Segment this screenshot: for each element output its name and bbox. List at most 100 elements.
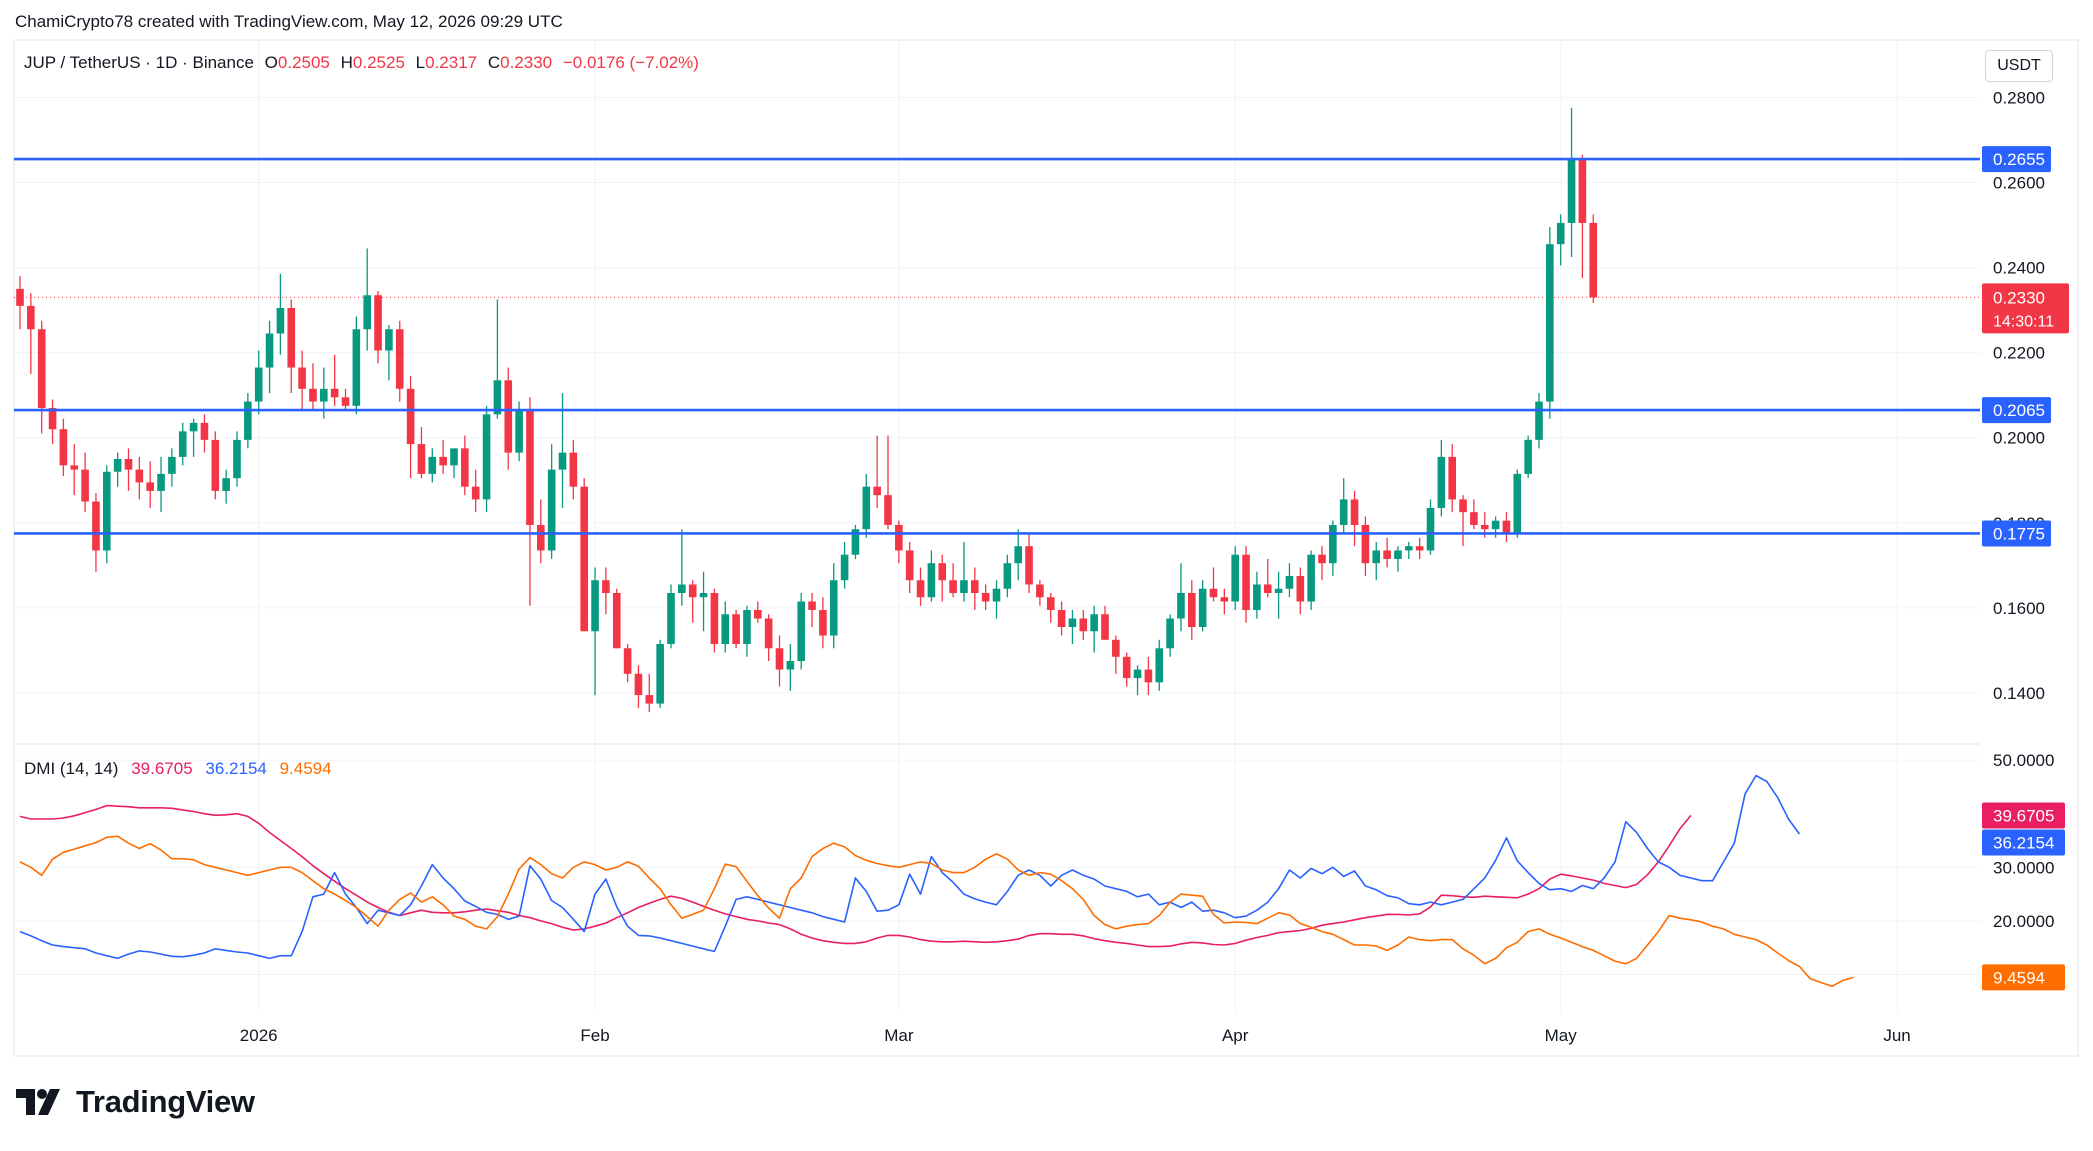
candle-body xyxy=(124,458,133,470)
candle-body xyxy=(385,329,393,351)
candle-body xyxy=(699,592,708,598)
candle-body xyxy=(884,495,892,525)
candle-body xyxy=(178,431,187,457)
candle-body xyxy=(1253,584,1261,611)
candle-body xyxy=(710,592,719,645)
candle-body xyxy=(938,563,947,581)
candle-body xyxy=(1480,524,1489,530)
candle-body xyxy=(1188,592,1196,628)
level-price-tag xyxy=(1982,146,2051,173)
candle-body xyxy=(1101,614,1109,640)
candle-body xyxy=(526,410,534,525)
candle-body xyxy=(1090,614,1098,632)
candle-body xyxy=(808,601,816,611)
time-tick-label: Jun xyxy=(1883,1026,1910,1045)
dmi-value-tag-label: 36.2154 xyxy=(1993,833,2054,852)
candle-body xyxy=(1567,159,1576,223)
candle-body xyxy=(602,580,610,593)
price-tick-label: 0.1400 xyxy=(1993,684,2045,703)
candle-body xyxy=(1372,550,1381,564)
candle-body xyxy=(211,439,220,491)
low-value: L0.2317 xyxy=(415,53,478,72)
candle-body xyxy=(721,614,730,645)
candle-body xyxy=(623,648,632,674)
dmi-value-tag xyxy=(1982,829,2065,856)
candle-body xyxy=(1535,401,1543,440)
candle-body xyxy=(309,388,317,402)
candle-body xyxy=(916,580,925,598)
time-tick-label: Mar xyxy=(884,1026,914,1045)
candle-body xyxy=(840,554,849,581)
candle-body xyxy=(786,661,795,670)
price-tick-label: 0.2400 xyxy=(1993,259,2045,278)
candle-body xyxy=(1112,639,1120,657)
candle-body xyxy=(1133,669,1142,679)
candle-body xyxy=(1415,546,1424,551)
time-tick-label: May xyxy=(1545,1026,1578,1045)
candle-body xyxy=(482,414,491,500)
dmi-tick-label: 50.0000 xyxy=(1993,751,2054,770)
candle-body xyxy=(992,588,1001,602)
candle-body xyxy=(1589,222,1598,298)
currency-button[interactable]: USDT xyxy=(1985,50,2053,82)
candle-body xyxy=(1502,520,1511,534)
candle-body xyxy=(732,614,740,645)
candle-body xyxy=(1263,584,1272,593)
candle-body xyxy=(59,429,68,466)
candle-body xyxy=(1524,439,1532,474)
level-price-tag-label: 0.2065 xyxy=(1993,401,2045,420)
last-price-tag xyxy=(1982,283,2069,334)
candle-body xyxy=(873,486,881,496)
candle-body xyxy=(168,456,176,474)
candle-body xyxy=(1155,648,1164,683)
candle-body xyxy=(244,401,252,440)
candle-body xyxy=(1578,159,1587,223)
candle-body xyxy=(1144,669,1153,683)
candle-body xyxy=(1079,618,1088,632)
change-value: −0.0176 (−7.02%) xyxy=(562,53,699,72)
candle-body xyxy=(1426,507,1435,551)
candle-body xyxy=(949,580,957,593)
candle-body xyxy=(146,482,154,491)
time-tick-label: Apr xyxy=(1222,1026,1249,1045)
candle-body xyxy=(743,610,751,645)
high-value: H0.2525 xyxy=(340,53,405,72)
candle-body xyxy=(1437,456,1446,508)
candle-body xyxy=(927,563,936,598)
candle-body xyxy=(515,410,523,453)
symbol-title[interactable]: JUP / TetherUS · 1D · Binance xyxy=(24,53,254,72)
candle-body xyxy=(1003,563,1012,589)
candle-body xyxy=(1209,588,1218,598)
candle-body xyxy=(547,469,556,551)
candle-body xyxy=(1166,618,1174,649)
candle-body xyxy=(103,471,111,551)
price-tick-label: 0.1600 xyxy=(1993,599,2045,618)
adx-value: 9.4594 xyxy=(279,759,332,778)
candle-body xyxy=(450,448,458,466)
candle-body xyxy=(48,407,57,430)
candle-body xyxy=(189,422,198,432)
candle-body xyxy=(135,469,144,483)
dmi-value-tag-label: 9.4594 xyxy=(1993,968,2045,987)
candle-body xyxy=(16,288,24,306)
tradingview-logo[interactable]: TradingView xyxy=(16,1084,255,1119)
dmi-tick-label: 30.0000 xyxy=(1993,858,2054,877)
candle-body xyxy=(276,307,285,334)
dmi-value-tag xyxy=(1982,964,2065,991)
dmi-plus-value: 39.6705 xyxy=(131,759,193,778)
candle-body xyxy=(233,439,241,479)
candle-body xyxy=(829,580,838,636)
candle-body xyxy=(1513,473,1522,534)
candle-body xyxy=(1231,554,1239,602)
dmi-title[interactable]: DMI (14, 14) xyxy=(24,759,119,778)
candle-body xyxy=(1361,524,1370,564)
candle-body xyxy=(461,448,469,487)
candle-body xyxy=(265,333,274,368)
candle-body xyxy=(754,610,762,619)
candle-body xyxy=(92,501,100,551)
dmi-line xyxy=(19,774,1801,960)
candle-body xyxy=(580,486,588,632)
candle-body xyxy=(428,456,437,474)
candle-body xyxy=(1046,597,1055,611)
